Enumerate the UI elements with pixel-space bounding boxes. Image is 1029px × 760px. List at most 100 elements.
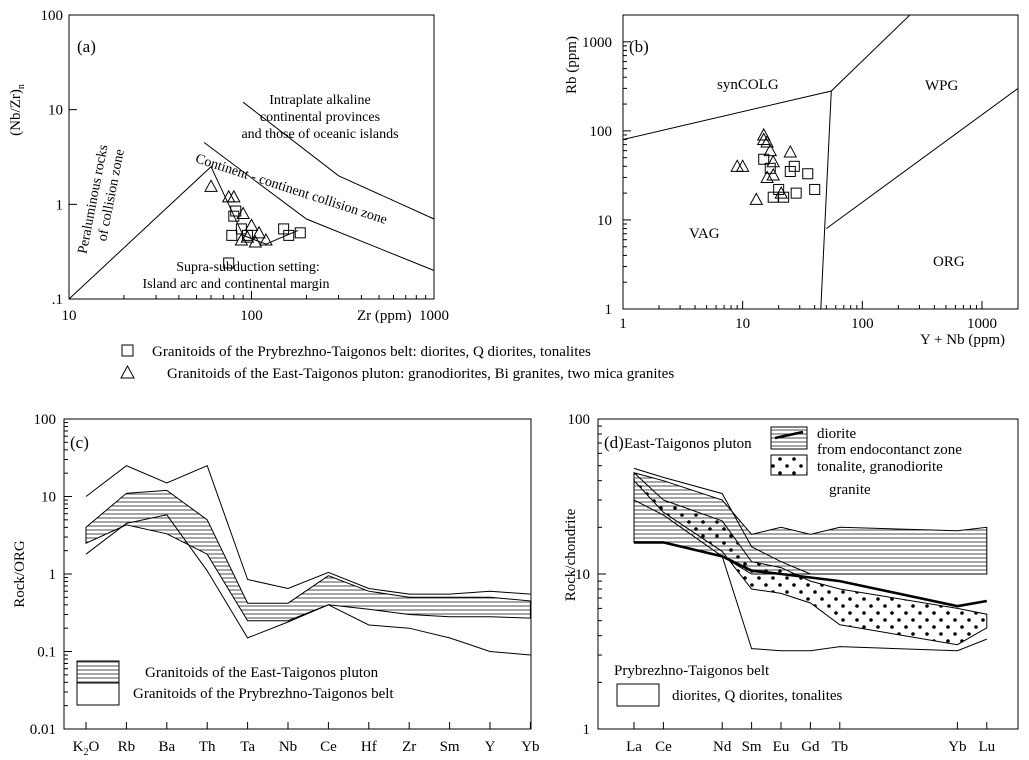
panel-a-x-tick-label: 100 — [240, 308, 263, 324]
panel-a-x-tick-label: 10 — [62, 308, 77, 324]
label-main: Zr — [402, 739, 416, 755]
panel-d-x-tick-label: Gd — [801, 739, 820, 755]
panel-b-square-point — [764, 162, 776, 174]
panel-b-square-point — [802, 168, 814, 180]
panel-d-bands — [633, 467, 988, 652]
legend-d-pluton-title: East-Taigonos pluton — [624, 436, 752, 452]
panel-d-y-tick-label: 100 — [568, 412, 591, 428]
label-main: Th — [199, 739, 216, 755]
panel-d-y-axis-label: Rock/chondrite — [563, 508, 579, 601]
panel-d-label: (d) — [604, 433, 624, 452]
legend-c-pluton: Granitoids of the East-Taigonos pluton — [145, 665, 379, 681]
panel-a-triangle-point — [259, 232, 273, 246]
panel-d-x-tick-label: Tb — [831, 739, 848, 755]
panel-d-y-tick-label: 10 — [575, 567, 590, 583]
panel-a-boundaries — [68, 101, 435, 300]
legend-c-hatch-swatch — [76, 660, 120, 684]
panel-b-triangle-point — [763, 143, 778, 157]
panel-c-label: (c) — [70, 433, 89, 452]
panel-b-boundaries — [622, 14, 1019, 310]
panel-b-y-tick-label: 1000 — [582, 35, 612, 51]
panel-b-x-tick-label: 1000 — [967, 316, 997, 332]
region-vag: VAG — [689, 226, 720, 242]
legend-d-plain-swatch — [616, 683, 660, 707]
panel-a-label: (a) — [77, 37, 96, 56]
panel-a-y-tick-label: 100 — [41, 8, 64, 24]
panel-c-x-tick-label: Ce — [320, 739, 337, 755]
panel-b-y-tick-label: 100 — [590, 124, 613, 140]
panel-b-x-tick-label: 1 — [619, 316, 627, 332]
panel-d-x-labels: La Ce Nd Sm Eu Gd Tb Yb Lu — [626, 722, 996, 755]
panel-c-y-ticks: 100 10 1 0.1 0.01 — [30, 412, 72, 738]
region-supra-subduction-2: Island arc and continental margin — [142, 277, 329, 292]
panel-a-boundary-line — [242, 101, 435, 220]
legend-triangle-marker — [120, 364, 135, 379]
panel-a: (a) 100 10 1 .1 10 100 1000 (Nb/Zr)n Zr (ppm)… — [8, 8, 449, 324]
region-wpg: WPG — [925, 78, 959, 94]
panel-a-y-label-main: (Nb/Zr) — [8, 89, 24, 136]
panel-b-square-point — [767, 191, 779, 203]
panel-b-triangle-point — [756, 127, 771, 141]
legend-d-tonalite: tonalite, granodiorite — [817, 459, 943, 475]
panel-a-y-axis-label: (Nb/Zr)n — [8, 84, 27, 136]
label-main: Y — [485, 739, 496, 755]
panel-a-y-ticks: 100 10 1 .1 — [41, 8, 77, 308]
panel-c-bands — [85, 465, 531, 656]
panel-a-y-tick-label: .1 — [52, 292, 63, 308]
panel-b-x-tick-label: 10 — [735, 316, 750, 332]
legend-triangle-text: Granitoids of the East-Taigonos pluton: … — [167, 366, 674, 382]
label-main: Yb — [521, 739, 539, 755]
panel-a-triangle-point — [248, 234, 263, 248]
panel-d: (d) 100 10 1 La Ce Nd Sm Eu Gd Tb Yb Lu Rock/chond… — [563, 412, 1019, 755]
label-main: Ce — [320, 739, 337, 755]
label-main: K — [73, 739, 84, 755]
panel-c-frame — [63, 418, 532, 730]
region-intraplate-1: Intraplate alkaline — [269, 93, 370, 108]
panel-a-square-point — [226, 229, 238, 241]
panel-b-triangle-point — [749, 192, 764, 205]
panel-a-triangle-point — [252, 225, 266, 239]
panel-c-x-tick-label: Ta — [240, 739, 255, 755]
panel-b-boundary-line — [820, 90, 832, 310]
panel-a-triangle-point — [204, 179, 218, 192]
label-main: Sm — [440, 739, 460, 755]
legend-d-dot-swatch — [770, 454, 808, 476]
panel-c-x-tick-label: Ba — [158, 739, 175, 755]
panel-b-x-axis-label: Y + Nb (ppm) — [920, 332, 1005, 348]
panel-a-y-tick-label: 1 — [56, 197, 64, 213]
panel-d-x-tick-label: Lu — [978, 739, 995, 755]
panel-a-square-point — [223, 257, 235, 269]
label-main: Ba — [158, 739, 175, 755]
panel-a-y-label-sub: n — [16, 84, 27, 89]
panel-b-frame — [622, 14, 1019, 310]
panel-a-boundary-line — [203, 142, 435, 271]
legend-d-belt-title: Prybrezhno-Taigonos belt — [614, 663, 770, 679]
legend-d-bold-line — [774, 430, 804, 440]
panel-c-x-tick-label: Sm — [440, 739, 460, 755]
panel-c-belt-upper-line — [85, 465, 531, 595]
panel-a-y-tick-label: 10 — [48, 103, 63, 119]
panel-d-y-tick-label: 1 — [583, 722, 591, 738]
panel-b-triangle-point — [766, 154, 781, 168]
panel-a-x-axis-label: Zr (ppm) — [357, 308, 412, 324]
region-syncolg: synCOLG — [717, 77, 779, 93]
panel-d-diorite-line — [634, 541, 988, 608]
panel-b-points — [730, 127, 821, 205]
panel-c-x-tick-label: Th — [199, 739, 216, 755]
region-org: ORG — [933, 254, 965, 270]
panel-c-x-tick-label: Nb — [279, 739, 297, 755]
panel-b-x-tick-label: 100 — [851, 316, 874, 332]
panel-c-x-tick-label: Rb — [118, 739, 136, 755]
panel-b-triangle-point — [783, 144, 798, 158]
panel-c-legend: Granitoids of the East-Taigonos pluton G… — [76, 660, 394, 706]
panel-c-x-tick-label: Yb — [521, 739, 539, 755]
region-intraplate-2: continental provinces — [260, 110, 380, 125]
legend-d-granite: granite — [829, 482, 871, 498]
legend-square-text: Granitoids of the Prybrezhno-Taigonos be… — [152, 344, 591, 360]
panel-b-square-point — [758, 153, 770, 165]
label-main: Nb — [279, 739, 297, 755]
legend-square-marker — [121, 344, 134, 357]
panel-b-boundary-line — [826, 87, 1019, 230]
panel-a-square-point — [283, 229, 295, 241]
